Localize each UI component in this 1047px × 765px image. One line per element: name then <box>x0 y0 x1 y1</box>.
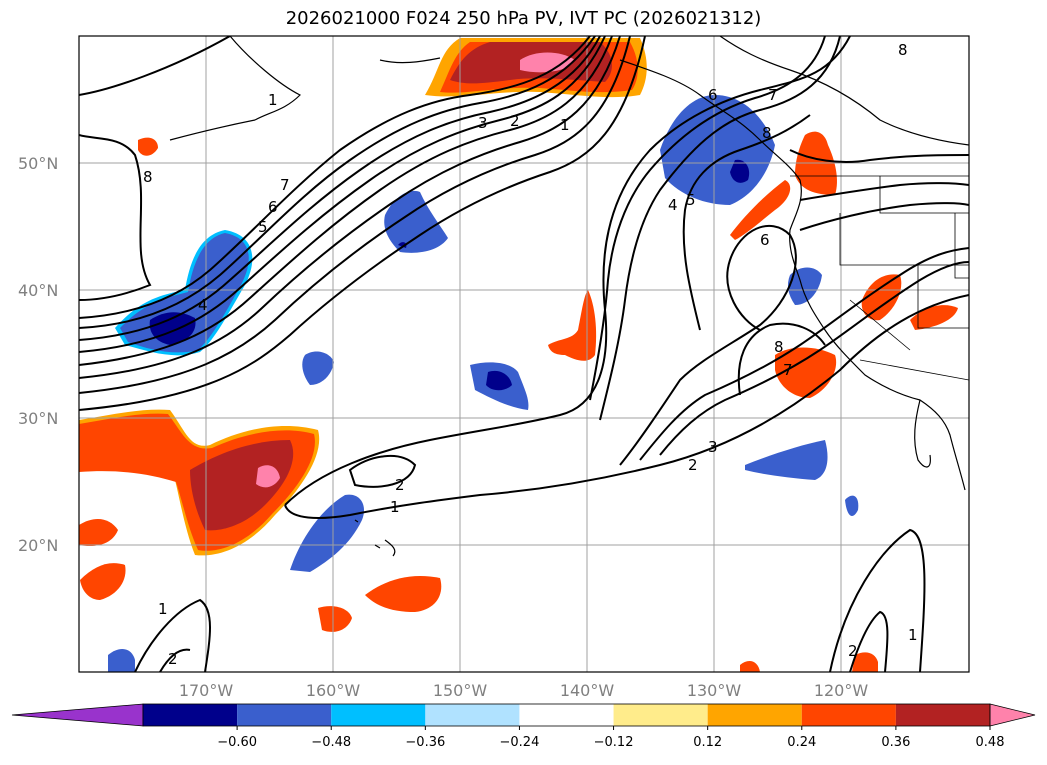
colorbar-extend-low <box>11 703 144 727</box>
contour-label: 4 <box>668 196 678 214</box>
contour-label: 3 <box>478 114 488 132</box>
colorbar-swatch <box>331 704 426 726</box>
political-borders <box>790 175 969 381</box>
map-plot-area: 8 7 6 5 4 3 2 1 8 7 6 5 4 3 2 1 2 1 2 1 … <box>79 36 969 672</box>
contour-label: 5 <box>258 218 268 236</box>
contour-label: 1 <box>908 626 918 644</box>
lat-label: 30°N <box>18 409 58 428</box>
contour-label: 6 <box>268 198 278 216</box>
contour-label: 1 <box>158 600 168 618</box>
latitude-labels: 50°N 40°N 30°N 20°N <box>18 154 58 555</box>
map-title: 2026021000 F024 250 hPa PV, IVT PC (2026… <box>285 8 762 29</box>
contour-label: 7 <box>783 361 793 379</box>
colorbar-extend-high <box>989 703 1036 727</box>
contour-label: 4 <box>198 296 208 314</box>
coastlines <box>169 36 969 557</box>
longitude-labels: 170°W 160°W 150°W 140°W 130°W 120°W <box>179 681 869 700</box>
contour-label: 6 <box>708 86 718 104</box>
contour-label: 2 <box>848 642 858 660</box>
contour-label: 7 <box>280 176 290 194</box>
lat-label: 20°N <box>18 536 58 555</box>
colorbar-swatch <box>801 704 896 726</box>
contour-label: 1 <box>390 498 400 516</box>
colorbar: −0.60 −0.48 −0.36 −0.24 −0.12 0.12 0.24 0.36 0.4… <box>11 703 1036 750</box>
colorbar-tick-label: −0.24 <box>500 735 540 750</box>
lon-label: 130°W <box>687 681 742 700</box>
lon-label: 120°W <box>814 681 869 700</box>
contour-labels: 8 7 6 5 4 3 2 1 8 7 6 5 4 3 2 1 2 1 2 1 … <box>143 41 918 668</box>
contour-label: 8 <box>762 124 772 142</box>
lon-label: 170°W <box>179 681 234 700</box>
contour-label: 6 <box>760 231 770 249</box>
colorbar-tick-label: −0.48 <box>311 735 351 750</box>
contour-label: 2 <box>168 650 178 668</box>
lat-label: 50°N <box>18 154 58 173</box>
lon-label: 140°W <box>560 681 615 700</box>
contour-label: 8 <box>898 41 908 59</box>
colorbar-tick-label: −0.12 <box>594 735 634 750</box>
colorbar-swatch <box>895 704 990 726</box>
plot-frame <box>78 35 970 673</box>
colorbar-swatch <box>425 704 520 726</box>
contour-label: 2 <box>688 456 698 474</box>
colorbar-tick-label: −0.60 <box>217 735 257 750</box>
colorbar-tick-label: 0.48 <box>976 735 1005 750</box>
contour-label: 8 <box>143 168 153 186</box>
contour-label: 1 <box>268 91 278 109</box>
colorbar-tick-label: 0.36 <box>881 735 910 750</box>
contour-label: 8 <box>774 338 784 356</box>
colorbar-swatch <box>519 704 614 726</box>
colorbar-swatch <box>237 704 332 726</box>
contour-label: 2 <box>510 112 520 130</box>
ivt-contours <box>79 36 969 672</box>
colorbar-frame <box>142 703 991 727</box>
colorbar-tick-label: 0.12 <box>693 735 722 750</box>
contour-label: 5 <box>686 191 696 209</box>
colorbar-swatch <box>143 704 238 726</box>
lon-label: 160°W <box>306 681 361 700</box>
colorbar-swatch <box>707 704 802 726</box>
lat-label: 40°N <box>18 281 58 300</box>
contour-label: 1 <box>560 116 570 134</box>
colorbar-swatch <box>613 704 708 726</box>
colorbar-tick-label: 0.24 <box>787 735 816 750</box>
contour-label: 7 <box>768 86 778 104</box>
contour-label: 3 <box>708 438 718 456</box>
pv-shading <box>79 38 958 672</box>
contour-label: 2 <box>395 476 405 494</box>
lon-label: 150°W <box>433 681 488 700</box>
colorbar-tick-label: −0.36 <box>405 735 445 750</box>
